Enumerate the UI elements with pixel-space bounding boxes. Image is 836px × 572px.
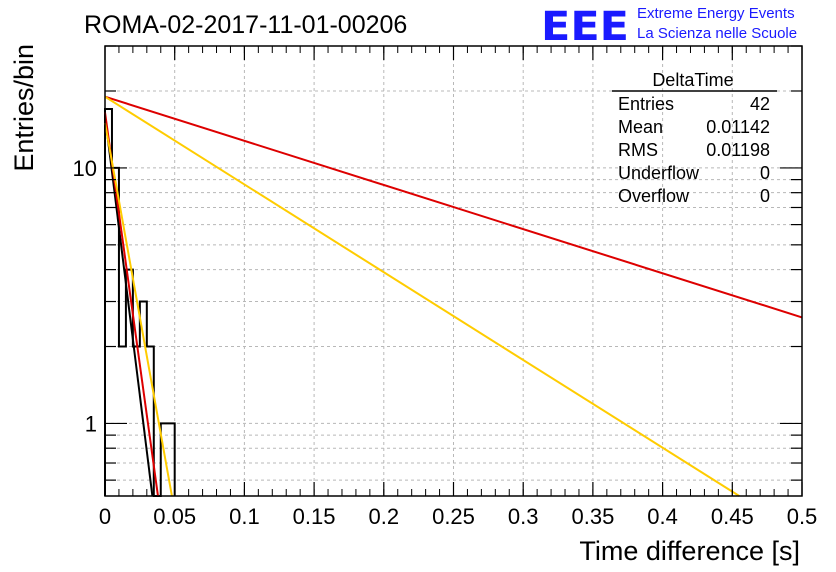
- stats-title: DeltaTime: [652, 70, 733, 90]
- x-tick-label: 0.2: [369, 504, 400, 529]
- x-tick-label: 0.5: [787, 504, 818, 529]
- fit-line: [104, 95, 740, 497]
- x-tick-label: 0.05: [153, 504, 196, 529]
- stats-value: 0.01142: [706, 117, 770, 137]
- x-tick-label: 0.25: [432, 504, 475, 529]
- y-tick-labels: 1 10: [73, 156, 97, 437]
- x-tick-label: 0.35: [571, 504, 614, 529]
- stats-value: 0.01198: [706, 140, 770, 160]
- eee-logo: EEE Extreme Energy Events La Scienza nel…: [541, 4, 797, 50]
- x-tick-label: 0: [99, 504, 111, 529]
- x-tick-label: 0.45: [711, 504, 754, 529]
- logo-line-2: La Scienza nelle Scuole: [637, 25, 797, 42]
- stats-label: Mean: [618, 117, 663, 137]
- x-tick-label: 0.4: [647, 504, 678, 529]
- fit-line: [104, 122, 173, 497]
- stats-label: Underflow: [618, 163, 700, 183]
- stats-label: Entries: [618, 94, 674, 114]
- stats-label: Overflow: [618, 186, 690, 206]
- logo-line-1: Extreme Energy Events: [637, 5, 795, 22]
- stats-value: 0: [760, 186, 770, 206]
- x-tick-label: 0.1: [229, 504, 260, 529]
- stats-value: 42: [750, 94, 770, 114]
- stats-box: DeltaTime Entries 42 Mean 0.01142 RMS 0.01198…: [612, 70, 777, 206]
- y-tick-label: 1: [85, 411, 97, 436]
- x-axis-label: Time difference [s]: [579, 536, 800, 566]
- x-tick-label: 0.3: [508, 504, 539, 529]
- stats-value: 0: [760, 163, 770, 183]
- stats-label: RMS: [618, 140, 658, 160]
- fit-line: [104, 95, 803, 319]
- axis-ticks: [104, 45, 803, 496]
- y-axis-label: Entries/bin: [9, 44, 39, 172]
- run-title: ROMA-02-2017-11-01-00206: [84, 11, 407, 39]
- y-tick-label: 10: [73, 156, 97, 181]
- logo-mark: EEE: [541, 4, 629, 50]
- x-tick-labels: 0 0.05 0.1 0.15 0.2 0.25 0.3 0.35 0.4 0.45 0.5: [99, 504, 817, 529]
- x-tick-label: 0.15: [293, 504, 336, 529]
